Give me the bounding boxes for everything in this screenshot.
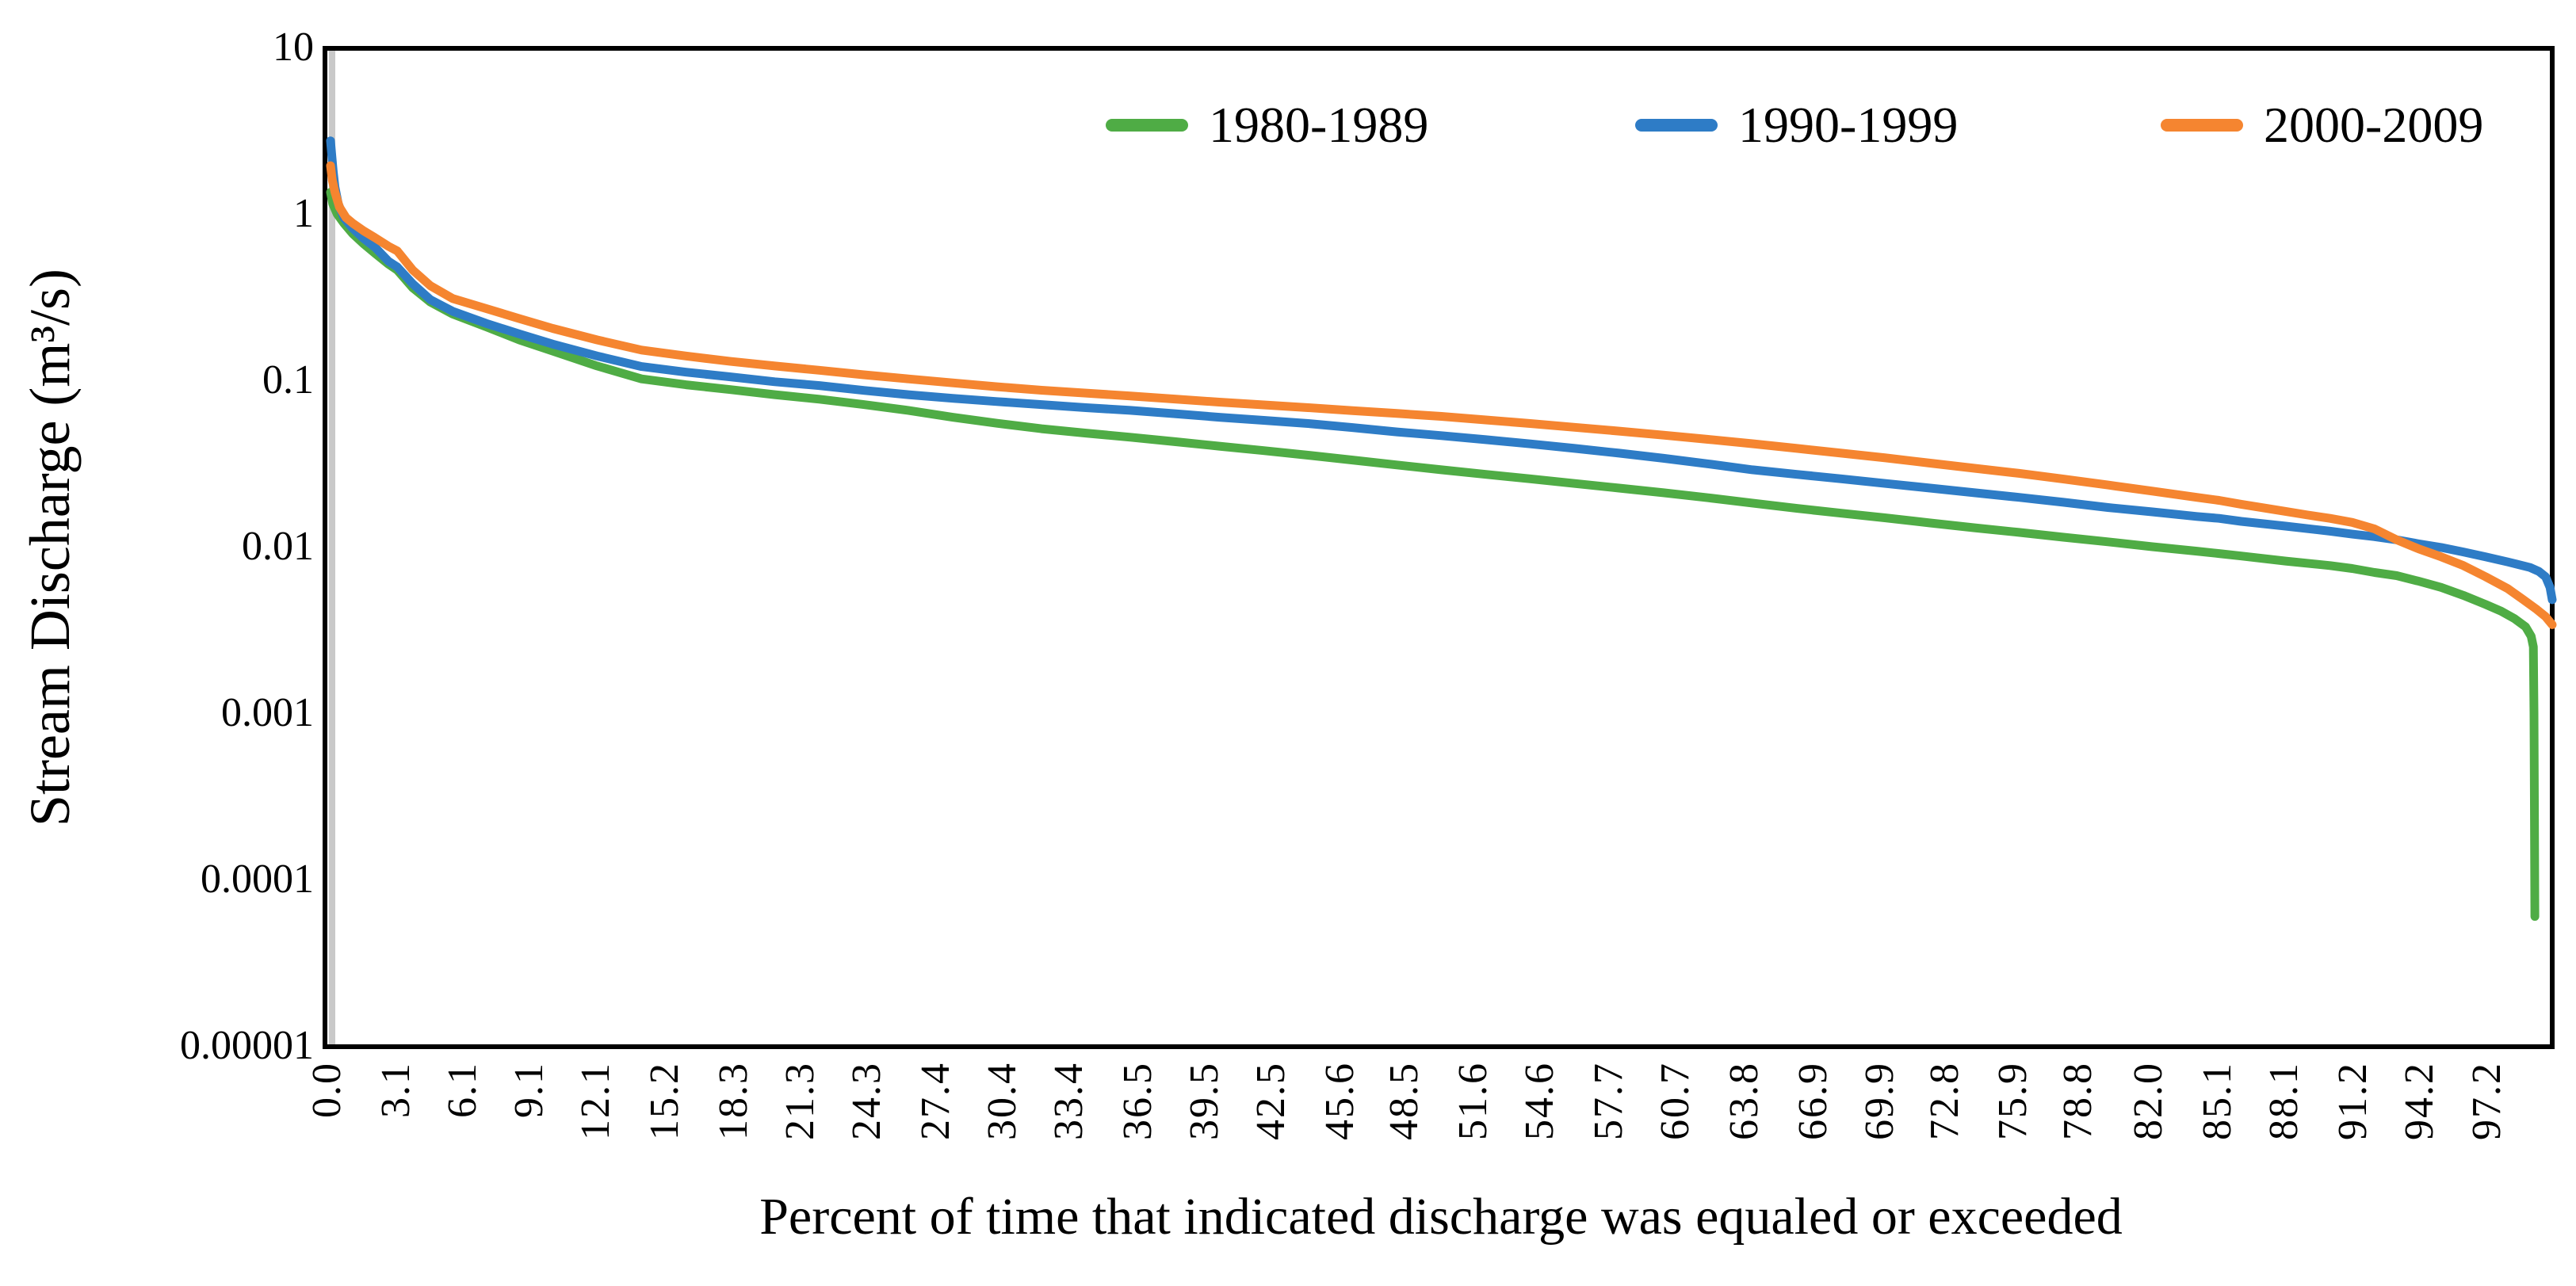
x-tick-label: 63.8: [1722, 1062, 1768, 1140]
y-tick-label: 1: [293, 191, 314, 236]
legend-item-1990-1999: 1990-1999: [1635, 92, 1958, 158]
y-tick-label: 0.1: [262, 357, 314, 403]
legend-label: 2000-2009: [2264, 97, 2484, 153]
x-tick-label: 12.1: [573, 1062, 619, 1140]
x-tick-label: 42.5: [1248, 1062, 1294, 1140]
x-tick-label: 69.9: [1857, 1062, 1903, 1140]
series-line-1990-1999: [326, 136, 2557, 605]
x-tick-label: 94.2: [2397, 1062, 2443, 1140]
x-tick-label: 75.9: [1990, 1062, 2036, 1140]
legend-swatch: [2161, 119, 2243, 132]
x-tick-label: 72.8: [1921, 1062, 1967, 1140]
series-line-2000-2009: [326, 161, 2557, 629]
x-tick-label: 24.3: [844, 1062, 890, 1140]
x-tick-label: 6.1: [439, 1062, 485, 1118]
x-tick-label: 36.5: [1115, 1062, 1161, 1140]
x-tick-label: 78.8: [2054, 1062, 2100, 1140]
x-tick-label: 33.4: [1046, 1062, 1092, 1140]
zero-percent-gridline: [329, 51, 335, 1044]
x-tick-label: 0.0: [304, 1062, 350, 1118]
plot-area: [323, 46, 2555, 1049]
legend-item-2000-2009: 2000-2009: [2161, 92, 2483, 158]
x-tick-label: 91.2: [2330, 1062, 2376, 1140]
x-tick-label: 51.6: [1450, 1062, 1496, 1140]
x-tick-label: 18.3: [710, 1062, 756, 1140]
legend-item-1980-1989: 1980-1989: [1106, 92, 1428, 158]
x-tick-label: 21.3: [778, 1062, 824, 1140]
x-tick-label: 48.5: [1382, 1062, 1428, 1140]
x-tick-label: 85.1: [2195, 1062, 2241, 1140]
x-tick-label: 97.2: [2463, 1062, 2509, 1140]
x-axis-title: Percent of time that indicated discharge…: [759, 1188, 2123, 1246]
legend-label: 1980-1989: [1209, 97, 1429, 153]
x-tick-label: 3.1: [373, 1062, 419, 1118]
y-tick-label: 0.0001: [201, 857, 314, 902]
y-tick-label: 10: [273, 25, 314, 70]
x-tick-label: 82.0: [2126, 1062, 2172, 1140]
y-tick-label: 0.001: [221, 690, 314, 735]
x-tick-label: 88.1: [2261, 1062, 2307, 1140]
legend-swatch: [1635, 119, 1718, 132]
x-tick-label: 30.4: [980, 1062, 1026, 1140]
x-tick-label: 15.2: [642, 1062, 688, 1140]
series-line-1980-1989: [326, 188, 2540, 922]
x-tick-label: 60.7: [1653, 1062, 1699, 1140]
x-tick-label: 57.7: [1586, 1062, 1632, 1140]
y-tick-label: 0.00001: [180, 1023, 314, 1068]
x-tick-label: 9.1: [506, 1062, 552, 1118]
x-tick-label: 54.6: [1517, 1062, 1563, 1140]
legend-swatch: [1106, 119, 1188, 132]
legend-label: 1990-1999: [1738, 97, 1959, 153]
x-tick-label: 39.5: [1182, 1062, 1228, 1140]
x-tick-label: 27.4: [913, 1062, 959, 1140]
x-tick-label: 66.9: [1791, 1062, 1836, 1140]
x-tick-label: 45.6: [1317, 1062, 1363, 1140]
y-tick-label: 0.01: [242, 524, 314, 569]
